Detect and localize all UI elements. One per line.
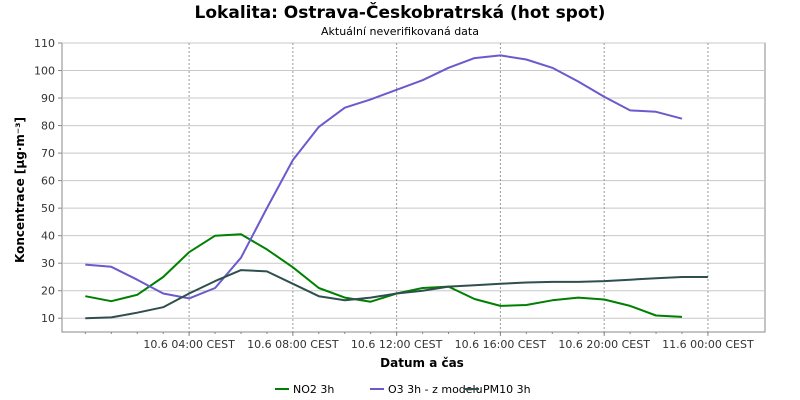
legend: NO2 3h O3 3h - z modelu PM10 3h (275, 383, 531, 396)
x-axis-label: Datum a čas (380, 356, 464, 370)
legend-label: O3 3h - z modelu (388, 383, 483, 396)
legend-label: PM10 3h (483, 383, 531, 396)
chart-subtitle: Aktuální neverifikovaná data (321, 25, 479, 38)
legend-item: NO2 3h (275, 383, 334, 396)
x-tick-label: 10.6 20:00 CEST (558, 338, 650, 351)
series-line-0 (85, 233, 683, 318)
y-tick-label: 20 (41, 285, 55, 298)
series-line-1 (85, 54, 683, 300)
y-tick-label: 90 (41, 92, 55, 105)
x-tick-label: 10.6 04:00 CEST (143, 338, 235, 351)
chart-title: Lokalita: Ostrava-Českobratrská (hot spo… (195, 1, 606, 23)
series-line-2 (85, 269, 708, 320)
x-tick-label: 11.6 00:00 CEST (662, 338, 754, 351)
y-tick-label: 50 (41, 202, 55, 215)
x-tick-label: 10.6 12:00 CEST (351, 338, 443, 351)
y-tick-label: 30 (41, 257, 55, 270)
y-tick-label: 60 (41, 175, 55, 188)
y-axis-label: Koncentrace [µg·m⁻³] (13, 117, 27, 263)
legend-item: PM10 3h (465, 383, 531, 396)
legend-label: NO2 3h (293, 383, 334, 396)
plot-area: 10 20 30 40 50 60 70 80 90 100 110 10.6 04:00 CEST 1… (34, 37, 766, 351)
y-tick-label: 100 (34, 65, 55, 78)
x-tick-label: 10.6 16:00 CEST (455, 338, 547, 351)
x-tick-label: 10.6 08:00 CEST (247, 338, 339, 351)
y-tick-label: 40 (41, 230, 55, 243)
y-tick-label: 110 (34, 37, 55, 50)
plot-frame (61, 42, 766, 333)
legend-item: O3 3h - z modelu (370, 383, 483, 396)
y-tick-label: 80 (41, 120, 55, 133)
y-tick-label: 10 (41, 312, 55, 325)
y-tick-label: 70 (41, 147, 55, 160)
